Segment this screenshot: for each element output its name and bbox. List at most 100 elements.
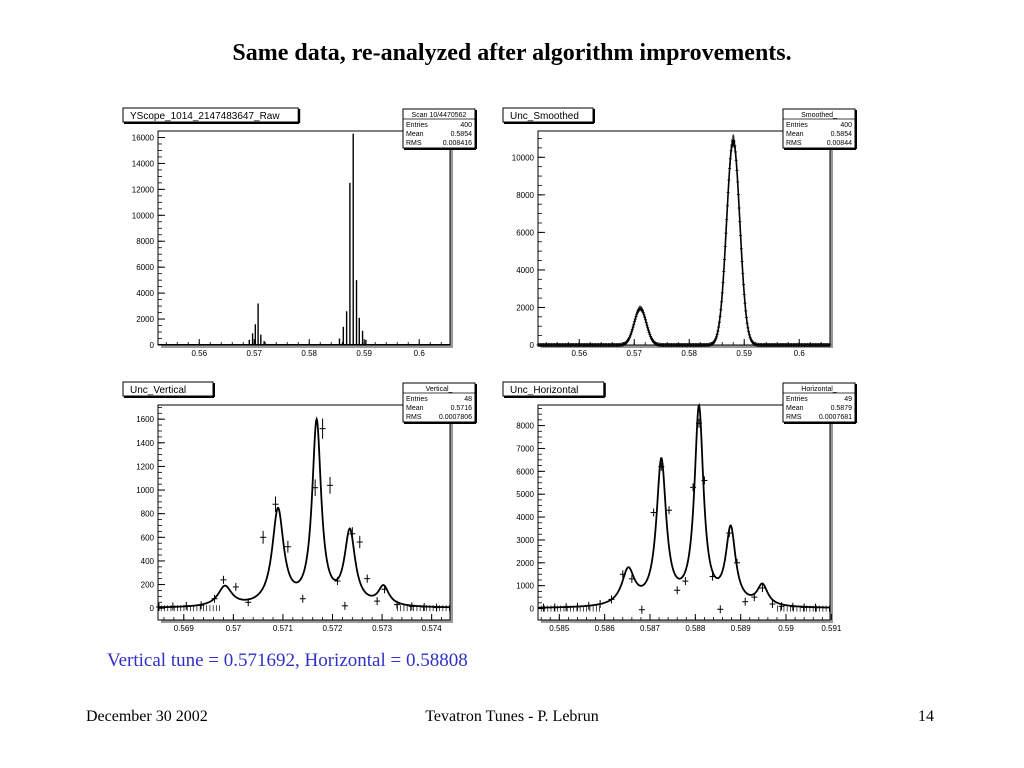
plot-frame xyxy=(537,404,831,621)
stats-label: Mean xyxy=(406,405,424,412)
x-tick-label: 0.58 xyxy=(301,349,317,358)
x-tick-label: 0.573 xyxy=(372,624,393,633)
x-tick-label: 0.59 xyxy=(356,349,372,358)
stats-value: 0.0007681 xyxy=(819,414,852,421)
stats-name: Horizontal_ xyxy=(801,386,837,393)
stats-name: Vertical_ xyxy=(426,386,453,393)
stats-label: Entries xyxy=(786,396,808,403)
stats-label: Entries xyxy=(406,396,428,403)
histogram-title: Unc_Vertical xyxy=(130,385,186,396)
y-tick-label: 400 xyxy=(141,557,155,566)
y-tick-label: 600 xyxy=(141,533,155,542)
y-tick-label: 5000 xyxy=(516,490,534,499)
y-tick-label: 14000 xyxy=(132,159,155,168)
stats-label: RMS xyxy=(786,414,802,421)
x-tick-label: 0.574 xyxy=(422,624,443,633)
stats-value: 48 xyxy=(464,396,472,403)
stats-name: Scan 10/4470562 xyxy=(412,112,467,119)
plot-frame xyxy=(537,130,831,346)
y-tick-label: 4000 xyxy=(136,289,154,298)
y-tick-label: 2000 xyxy=(136,315,154,324)
y-tick-label: 2000 xyxy=(516,303,534,312)
smoothed-histogram-chart: Unc_Smoothed Smoothed_ Entries 400 Mean 0.585… xyxy=(502,107,857,358)
y-tick-label: 6000 xyxy=(136,263,154,272)
x-tick-label: 0.56 xyxy=(191,349,207,358)
plot-frame xyxy=(157,404,451,621)
x-tick-label: 0.59 xyxy=(778,624,794,633)
x-tick-label: 0.6 xyxy=(414,349,426,358)
y-tick-label: 8000 xyxy=(516,191,534,200)
stats-name: Smoothed_ xyxy=(801,112,837,119)
y-tick-label: 4000 xyxy=(516,266,534,275)
footer-date: December 30 2002 xyxy=(86,708,208,725)
y-tick-label: 3000 xyxy=(516,536,534,545)
y-tick-label: 0 xyxy=(530,605,535,614)
stats-label: RMS xyxy=(406,140,422,147)
stats-value: 0.5879 xyxy=(831,405,853,412)
raw-histogram-panel: YScope_1014_2147483647_Raw Scan 10/447056… xyxy=(110,103,480,360)
y-tick-label: 1000 xyxy=(136,486,154,495)
x-tick-label: 0.57 xyxy=(626,349,642,358)
x-tick-label: 0.572 xyxy=(322,624,343,633)
plot-frame xyxy=(157,130,451,346)
x-tick-label: 0.591 xyxy=(821,624,842,633)
x-tick-label: 0.6 xyxy=(794,349,806,358)
tune-caption: Vertical tune = 0.571692, Horizontal = 0… xyxy=(107,650,468,671)
y-tick-label: 7000 xyxy=(516,444,534,453)
x-tick-label: 0.57 xyxy=(226,624,242,633)
stats-label: Mean xyxy=(786,405,804,412)
fit-curve xyxy=(157,416,451,609)
stats-value: 0.008416 xyxy=(443,140,472,147)
y-tick-label: 2000 xyxy=(516,559,534,568)
x-tick-label: 0.569 xyxy=(174,624,195,633)
stats-box xyxy=(402,108,476,149)
stats-value: 0.5716 xyxy=(451,405,473,412)
x-tick-label: 0.571 xyxy=(273,624,294,633)
x-tick-label: 0.586 xyxy=(595,624,616,633)
histogram-title: Unc_Smoothed xyxy=(510,111,579,122)
vertical-fit-panel: Unc_Vertical Vertical_ Entries 48 Mean 0.5716… xyxy=(110,377,480,635)
smoothed-histogram-panel: Unc_Smoothed Smoothed_ Entries 400 Mean 0.585… xyxy=(490,103,860,360)
stats-label: RMS xyxy=(406,414,422,421)
y-tick-label: 16000 xyxy=(132,133,155,142)
stats-value: 0.5854 xyxy=(451,131,473,138)
y-tick-label: 6000 xyxy=(516,228,534,237)
stats-label: RMS xyxy=(786,140,802,147)
stats-label: Entries xyxy=(406,122,428,129)
footer-page-number: 14 xyxy=(918,708,934,725)
y-tick-label: 1200 xyxy=(136,462,154,471)
horizontal-fit-panel: Unc_Horizontal Horizontal_ Entries 49 Mean 0.… xyxy=(490,377,860,635)
x-tick-label: 0.589 xyxy=(731,624,752,633)
x-tick-label: 0.57 xyxy=(246,349,262,358)
stats-value: 400 xyxy=(460,122,472,129)
stats-value: 0.0007806 xyxy=(439,414,472,421)
y-tick-label: 8000 xyxy=(516,422,534,431)
y-tick-label: 1000 xyxy=(516,582,534,591)
stats-label: Mean xyxy=(406,131,424,138)
x-tick-label: 0.59 xyxy=(736,349,752,358)
stats-label: Mean xyxy=(786,131,804,138)
y-tick-label: 0 xyxy=(150,604,155,613)
x-tick-label: 0.56 xyxy=(571,349,587,358)
y-tick-label: 200 xyxy=(141,581,155,590)
histogram-title: Unc_Horizontal xyxy=(510,385,578,396)
y-tick-label: 4000 xyxy=(516,513,534,522)
y-tick-label: 8000 xyxy=(136,237,154,246)
x-tick-label: 0.585 xyxy=(549,624,570,633)
stats-label: Entries xyxy=(786,122,808,129)
y-tick-label: 12000 xyxy=(132,185,155,194)
y-tick-label: 0 xyxy=(150,341,155,350)
footer-author: Tevatron Tunes - P. Lebrun xyxy=(425,708,599,725)
histogram-title: YScope_1014_2147483647_Raw xyxy=(130,111,280,122)
y-tick-label: 1400 xyxy=(136,439,154,448)
x-tick-label: 0.587 xyxy=(640,624,661,633)
x-tick-label: 0.58 xyxy=(681,349,697,358)
smoothed-series-line xyxy=(538,138,830,346)
stats-box xyxy=(782,382,856,423)
raw-histogram-chart: YScope_1014_2147483647_Raw Scan 10/447056… xyxy=(122,107,477,358)
stats-value: 49 xyxy=(844,396,852,403)
stats-value: 0.5854 xyxy=(831,131,853,138)
stats-value: 400 xyxy=(840,122,852,129)
stats-box xyxy=(782,108,856,149)
